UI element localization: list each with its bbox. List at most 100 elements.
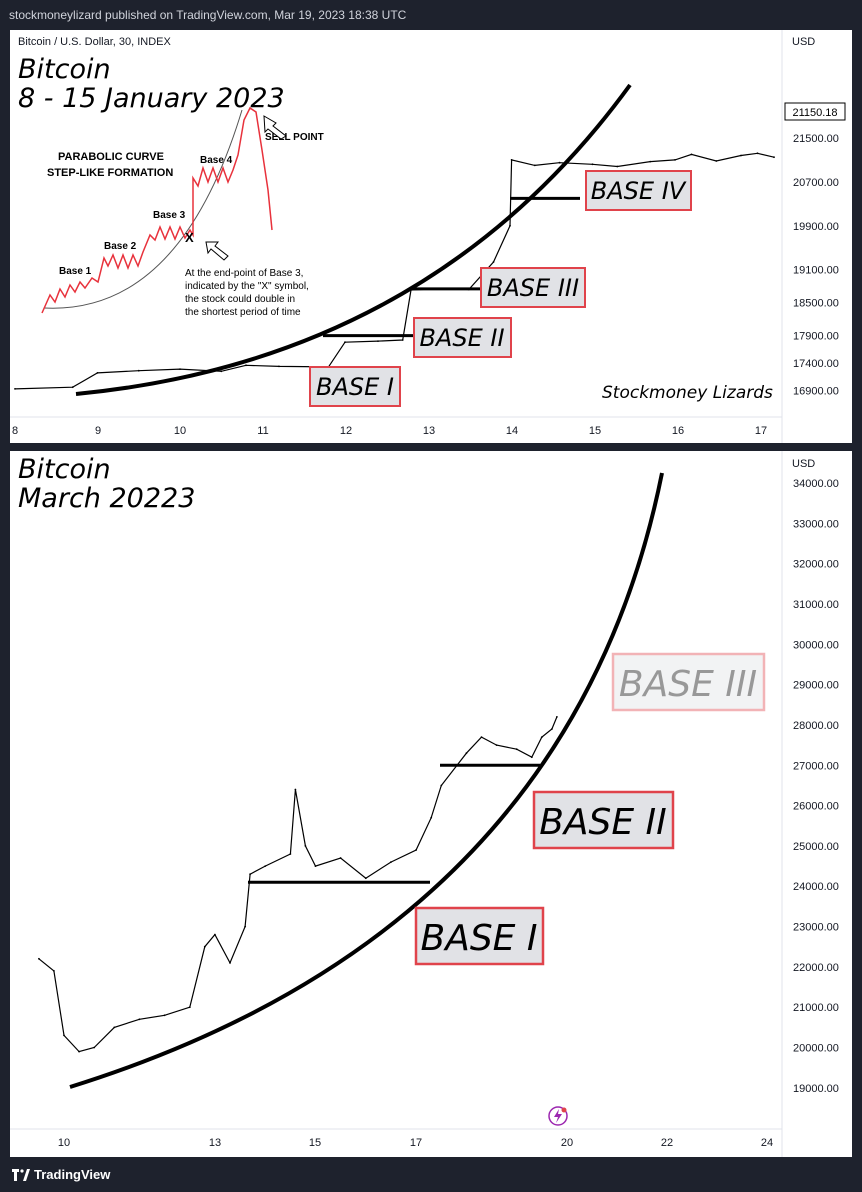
currency-label: USD <box>792 458 815 470</box>
chart-title-line1: Bitcoin <box>18 54 111 85</box>
parabolic-curve <box>75 83 632 396</box>
x-tick-label: 10 <box>58 1137 70 1149</box>
price-point <box>96 372 99 374</box>
price-point <box>465 752 468 755</box>
footer-bar: TradingView <box>0 1160 862 1192</box>
diagram-heading-line2: STEP-LIKE FORMATION <box>47 167 173 179</box>
chart-panel-march[interactable]: USD Bitcoin March 20223 BASE I BASE II B… <box>10 451 852 1157</box>
price-point <box>220 370 223 373</box>
price-point <box>188 1006 191 1009</box>
tradingview-logo-icon <box>12 1169 30 1181</box>
diagram-heading-line1: PARABOLIC CURVE <box>58 151 164 163</box>
x-tick-label: 17 <box>755 425 767 437</box>
x-tick-label: 20 <box>561 1137 573 1149</box>
y-tick-label: 26000.00 <box>793 801 839 813</box>
y-tick-label: 20700.00 <box>793 177 839 189</box>
diagram-price-path <box>41 106 273 314</box>
y-tick-label: 19000.00 <box>793 1083 839 1095</box>
price-point <box>249 873 252 876</box>
diagram-base-label-2: Base 2 <box>104 241 137 252</box>
y-tick-label: 24000.00 <box>793 881 839 893</box>
chart-january[interactable]: Bitcoin / U.S. Dollar, 30, INDEX USD Bit… <box>10 30 852 443</box>
y-tick-label: 21000.00 <box>793 1002 839 1014</box>
price-point <box>113 1026 116 1029</box>
price-point <box>364 877 367 880</box>
price-point <box>38 957 40 960</box>
watermark: Stockmoney Lizards <box>602 383 773 403</box>
price-point <box>591 163 594 166</box>
price-point <box>244 925 247 928</box>
price-point <box>690 153 693 156</box>
x-tick-label: 13 <box>209 1137 221 1149</box>
chart-title-line1: Bitcoin <box>18 454 111 485</box>
base-label-2: BASE II <box>532 790 675 850</box>
base-label-1-text: BASE I <box>421 918 538 959</box>
y-tick-label: 16900.00 <box>793 386 839 398</box>
footer-brand[interactable]: TradingView <box>34 1167 111 1182</box>
chart-title-line2: March 20223 <box>18 483 195 514</box>
x-tick-label: 12 <box>340 425 352 437</box>
price-point <box>773 156 775 159</box>
x-tick-label: 16 <box>672 425 684 437</box>
diagram-note-line4: the shortest period of time <box>185 307 301 318</box>
y-tick-label: 27000.00 <box>793 760 839 772</box>
base-label-4-text: BASE IV <box>591 177 687 205</box>
y-tick-label: 28000.00 <box>793 720 839 732</box>
price-point <box>278 365 280 368</box>
price-point <box>264 865 267 867</box>
price-point <box>78 1050 80 1053</box>
y-tick-label: 23000.00 <box>793 922 839 934</box>
base-label-1-text: BASE I <box>316 373 394 401</box>
price-point <box>314 865 317 867</box>
chart-panel-january[interactable]: Bitcoin / U.S. Dollar, 30, INDEX USD Bit… <box>10 30 852 443</box>
y-tick-label: 33000.00 <box>793 518 839 530</box>
chart-title-line2: 8 - 15 January 2023 <box>18 83 285 114</box>
y-tick-label: 20000.00 <box>793 1043 839 1055</box>
price-point <box>93 1046 96 1049</box>
symbol-line: Bitcoin / U.S. Dollar, 30, INDEX <box>18 36 171 48</box>
price-point <box>245 364 247 367</box>
price-point <box>495 744 498 746</box>
parabolic-diagram: X PARABOLIC CURVE STEP-LIKE FORMATION Ba… <box>41 106 324 318</box>
price-point <box>492 261 495 263</box>
x-tick-label: 24 <box>761 1137 773 1149</box>
price-point <box>558 161 561 164</box>
publish-info: stockmoneylizard published on TradingVie… <box>9 8 407 22</box>
price-point <box>515 748 518 751</box>
chart-march[interactable]: USD Bitcoin March 20223 BASE I BASE II B… <box>10 451 852 1157</box>
price-point <box>551 728 553 730</box>
y-tick-label: 31000.00 <box>793 599 839 611</box>
base-label-2-text: BASE II <box>539 802 667 843</box>
base-label-3: BASE III <box>611 652 766 712</box>
y-tick-label: 18500.00 <box>793 298 839 310</box>
price-point <box>179 368 181 370</box>
price-point <box>377 340 379 342</box>
price-point <box>203 945 206 948</box>
lightning-icon[interactable] <box>548 1106 568 1126</box>
diagram-note-line2: indicated by the "X" symbol, <box>185 281 309 292</box>
y-tick-label: 29000.00 <box>793 680 839 692</box>
y-tick-label: 19900.00 <box>793 221 839 233</box>
price-point <box>509 224 511 227</box>
price-point <box>510 159 513 161</box>
x-tick-label: 17 <box>410 1137 422 1149</box>
x-tick-label: 13 <box>423 425 435 437</box>
base-label-3-text: BASE III <box>619 664 757 705</box>
y-tick-label: 32000.00 <box>793 559 839 571</box>
price-point <box>390 861 392 863</box>
base-label-1: BASE I <box>414 906 545 966</box>
diagram-curve <box>43 109 243 309</box>
price-point <box>715 160 718 162</box>
price-point <box>289 853 292 855</box>
price-point <box>440 784 443 787</box>
price-series-march <box>38 716 558 1053</box>
x-tick-label: 14 <box>506 425 518 437</box>
price-point <box>540 736 543 738</box>
price-point <box>616 165 619 168</box>
base-label-1: BASE I <box>309 366 401 407</box>
price-point <box>556 716 558 718</box>
price-point <box>294 788 297 791</box>
price-point <box>137 369 140 372</box>
x-tick-label: 9 <box>95 425 101 437</box>
price-point <box>533 164 536 167</box>
